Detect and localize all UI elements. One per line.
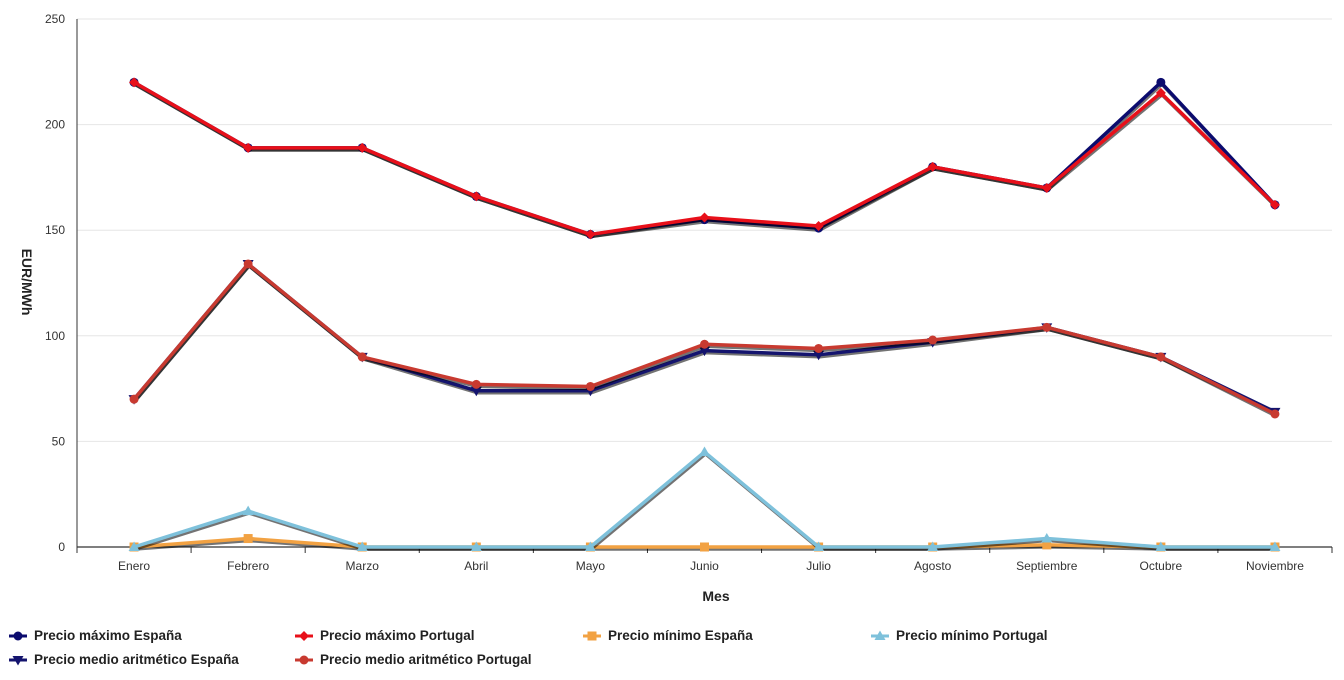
series-line [134, 82, 1275, 234]
x-tick-label: Febrero [227, 559, 269, 573]
legend-label: Precio medio aritmético España [34, 652, 239, 667]
legend-marker [588, 631, 597, 640]
x-tick-label: Octubre [1140, 559, 1183, 573]
y-tick-label: 250 [45, 12, 65, 26]
legend-label: Precio máximo España [34, 628, 182, 643]
x-tick-label: Agosto [914, 559, 952, 573]
y-tick-label: 200 [45, 118, 65, 132]
y-tick-label: 150 [45, 223, 65, 237]
data-point [472, 380, 481, 389]
legend-marker [300, 655, 309, 664]
series-line [134, 264, 1275, 412]
legend-swatch-icon [582, 630, 602, 642]
series-group [129, 77, 1281, 551]
legend-label: Precio medio aritmético Portugal [320, 652, 532, 667]
legend-label: Precio mínimo España [608, 628, 753, 643]
x-tick-label: Mayo [576, 559, 606, 573]
data-point [700, 543, 709, 552]
x-axis-title: Mes [702, 588, 729, 604]
legend-item[interactable]: Precio medio aritmético Portugal [294, 652, 532, 667]
x-tick-label: Julio [806, 559, 831, 573]
legend-label: Precio mínimo Portugal [896, 628, 1048, 643]
x-tick-label: Abril [464, 559, 488, 573]
data-point [1156, 78, 1165, 87]
data-point [928, 336, 937, 345]
y-axis-ticks: 0 50 100 150 200 250 [45, 12, 65, 554]
data-point [358, 352, 367, 361]
legend-item[interactable]: Precio medio aritmético España [8, 652, 239, 667]
legend-item[interactable]: Precio mínimo Portugal [870, 628, 1048, 643]
y-tick-label: 50 [52, 434, 66, 448]
legend-item[interactable]: Precio máximo España [8, 628, 182, 643]
series-line-shadow [135, 454, 1276, 549]
legend-item[interactable]: Precio mínimo España [582, 628, 753, 643]
legend-marker [299, 631, 309, 641]
legend-swatch-icon [8, 630, 28, 642]
series-line [134, 452, 1275, 547]
data-point [244, 534, 253, 543]
series-2 [129, 77, 1280, 239]
y-tick-label: 0 [58, 540, 65, 554]
series-line [134, 82, 1275, 234]
series-5 [129, 260, 1281, 417]
legend-swatch-icon [294, 630, 314, 642]
series-line [134, 264, 1275, 414]
legend-item[interactable]: Precio máximo Portugal [294, 628, 475, 643]
data-point [1156, 352, 1165, 361]
legend-swatch-icon [8, 654, 28, 666]
x-tick-label: Junio [690, 559, 719, 573]
data-point [1042, 323, 1051, 332]
legend-marker [14, 631, 23, 640]
data-point [585, 229, 595, 239]
legend-swatch-icon [294, 654, 314, 666]
x-tick-label: Enero [118, 559, 150, 573]
data-point [244, 259, 253, 268]
data-point [586, 382, 595, 391]
x-tick-label: Marzo [346, 559, 380, 573]
legend-swatch-icon [870, 630, 890, 642]
data-point [130, 395, 139, 404]
data-point [243, 506, 254, 516]
line-chart: 0 50 100 150 200 250 Enero Febrero Marzo Abril Ma… [0, 0, 1344, 620]
x-tick-label: Septiembre [1016, 559, 1078, 573]
y-tick-label: 100 [45, 329, 65, 343]
x-tick-label: Noviembre [1246, 559, 1304, 573]
series-4 [129, 446, 1281, 551]
y-axis-title: EUR/MWh [19, 249, 35, 316]
data-point [1270, 409, 1279, 418]
data-point [814, 344, 823, 353]
legend-label: Precio máximo Portugal [320, 628, 475, 643]
data-point [699, 446, 710, 456]
series-6 [130, 259, 1280, 418]
data-point [700, 340, 709, 349]
